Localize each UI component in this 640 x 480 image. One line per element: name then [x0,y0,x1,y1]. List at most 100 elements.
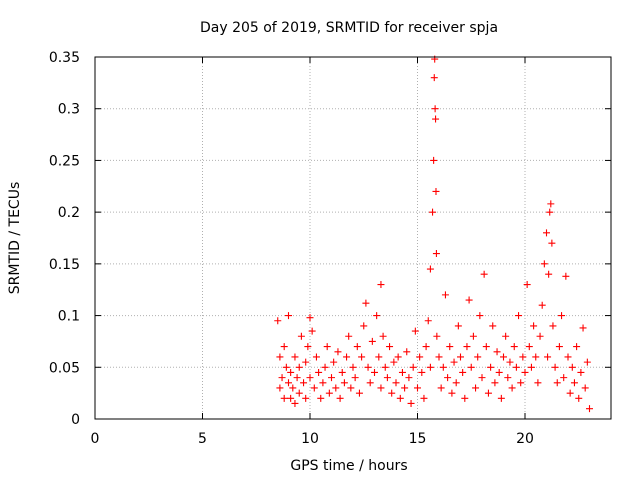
data-point [366,379,374,387]
data-point [321,363,329,371]
data-point [439,363,447,371]
data-point [411,327,419,335]
x-tick-label: 5 [198,431,207,447]
data-point [560,374,568,382]
data-point [532,353,540,361]
data-point [330,358,338,366]
y-tick-label: 0.1 [58,309,80,325]
data-point [409,363,417,371]
data-point [422,343,430,351]
data-point [482,343,490,351]
data-point [480,270,488,278]
data-point [536,332,544,340]
x-tick-label: 10 [301,431,319,447]
data-point [390,358,398,366]
data-point [293,374,301,382]
data-point [418,368,426,376]
data-point [388,389,396,397]
data-point [325,389,333,397]
data-point [424,317,432,325]
data-point [319,379,327,387]
data-point [575,394,583,402]
data-point [547,200,555,208]
data-point [323,343,331,351]
data-point [300,379,308,387]
data-point [549,322,557,330]
y-tick-label: 0.35 [49,50,80,66]
data-point [579,324,587,332]
data-point [564,353,572,361]
data-point [287,368,295,376]
data-point [465,296,473,304]
data-point [484,389,492,397]
data-point [414,384,421,392]
data-point [540,260,548,268]
data-point [431,105,439,113]
data-point [398,368,406,376]
data-point [448,389,456,397]
data-point [435,353,443,361]
data-point [467,363,475,371]
data-point [474,353,482,361]
data-point [315,368,323,376]
data-point [426,265,434,273]
data-point [581,384,589,392]
data-point [489,322,497,330]
data-point [355,389,363,397]
data-point [353,343,361,351]
data-point [285,379,292,387]
data-point [510,343,518,351]
data-point [430,74,438,82]
data-point [459,368,467,376]
data-point [457,353,464,361]
data-point [360,322,368,330]
data-point [543,229,550,237]
data-point [302,358,310,366]
data-point [317,394,325,402]
data-point [583,358,591,366]
data-point [312,353,320,361]
data-point [538,301,546,309]
x-tick-label: 15 [409,431,427,447]
data-point [371,368,378,376]
data-point [502,332,510,340]
data-point [558,312,566,320]
data-point [381,363,389,371]
data-point [358,353,366,361]
data-point [308,327,316,335]
data-point [432,115,440,123]
data-point [433,332,441,340]
data-point [343,353,351,361]
data-point [450,358,458,366]
data-point [437,384,445,392]
data-point [512,363,520,371]
x-axis-label: GPS time / hours [290,458,407,474]
data-point [500,353,507,361]
data-point [362,299,370,307]
data-point [515,312,523,320]
data-point [340,379,348,387]
data-point [306,374,314,382]
data-point [351,374,359,382]
data-point [461,394,469,402]
data-point [444,374,452,382]
data-point [548,239,556,247]
data-point [452,379,460,387]
data-point [497,394,505,402]
data-point [534,379,542,387]
data-point [430,156,438,164]
data-point [573,343,581,351]
data-point [506,358,514,366]
y-tick-label: 0.2 [58,205,80,221]
data-point [295,363,303,371]
data-point [476,312,484,320]
data-point [491,379,499,387]
data-point [416,353,424,361]
data-point [405,374,413,382]
data-point [304,343,312,351]
data-point [349,363,357,371]
data-point [401,384,409,392]
data-point [332,384,340,392]
data-point [306,314,314,322]
data-point [566,389,574,397]
